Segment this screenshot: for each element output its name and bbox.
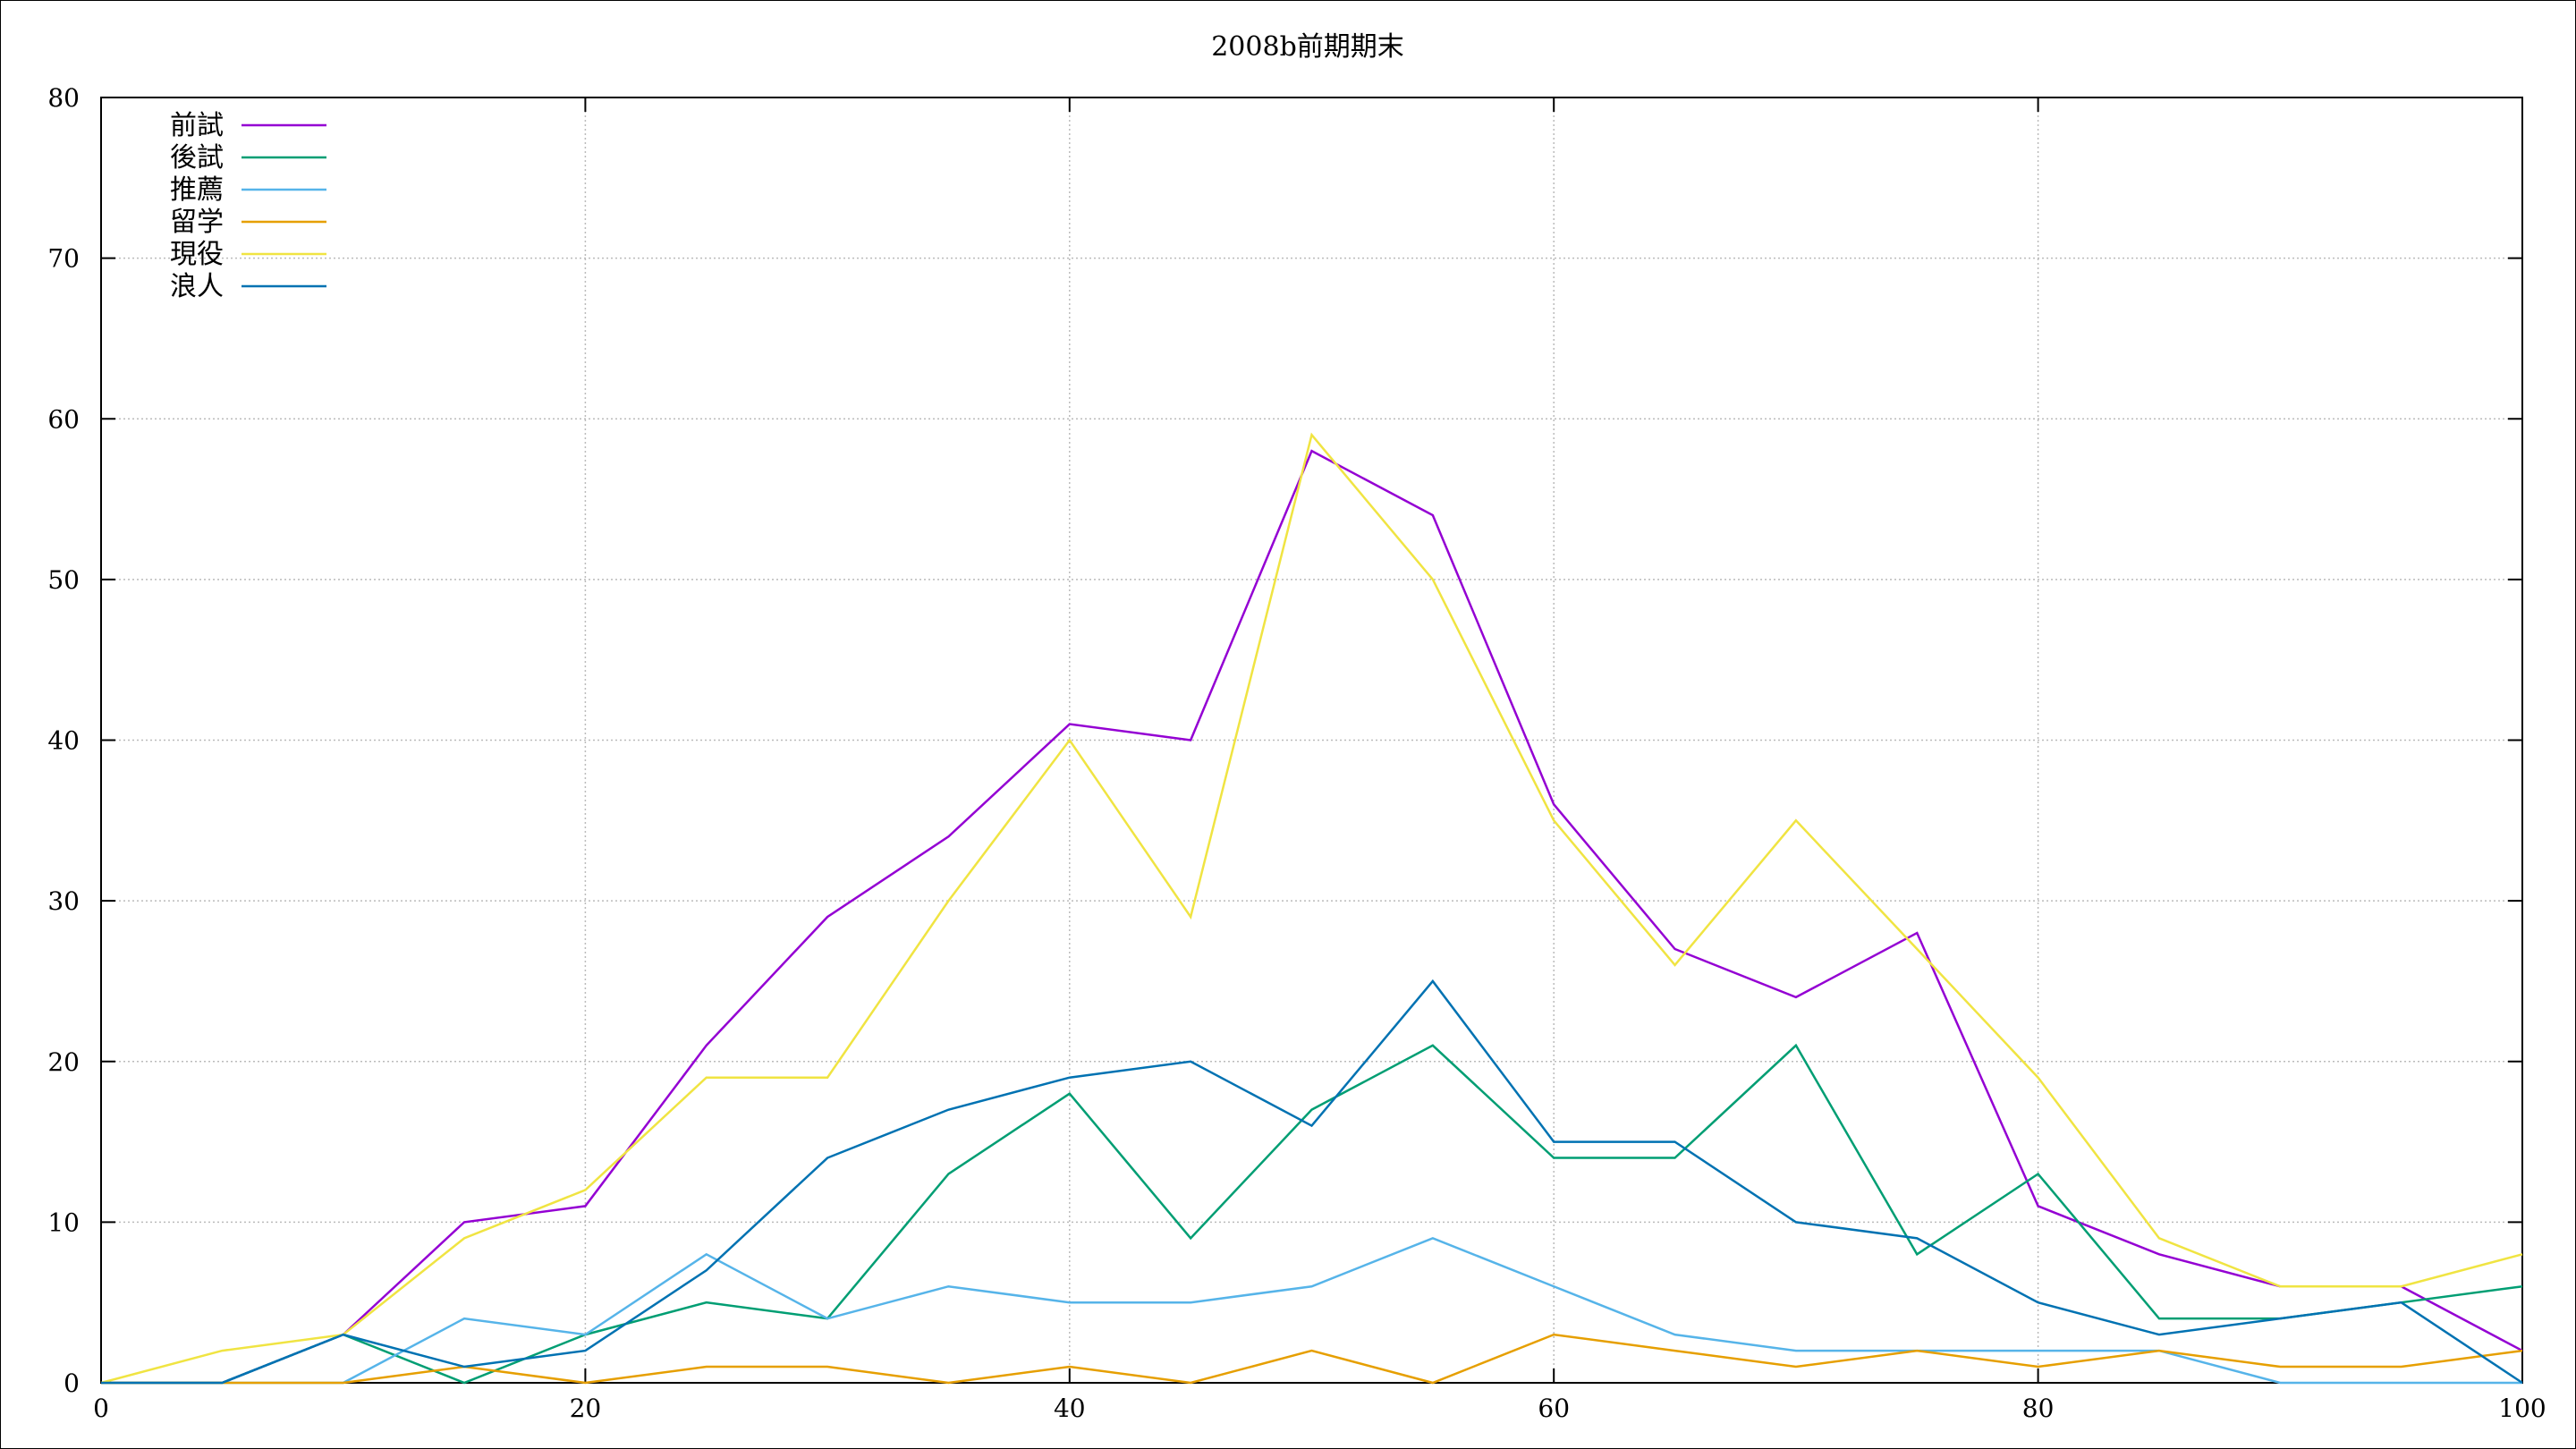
data-series [100,432,2523,1385]
y-tick-label: 0 [64,1368,80,1398]
series-line-1 [101,449,2523,1385]
series-line-2 [101,1043,2523,1385]
x-tick-label: 0 [93,1394,109,1423]
legend-label: 前試 [170,110,224,141]
y-tick-label: 20 [47,1047,80,1077]
x-tick-label: 100 [2498,1394,2546,1423]
legend-label: 後試 [170,142,224,174]
chart-title: 2008b前期期末 [1211,31,1404,63]
series-line-6 [101,979,2523,1385]
series-line-4 [101,1333,2523,1385]
legend-label: 浪人 [170,271,224,302]
x-tick-label: 20 [570,1394,602,1423]
x-tick-label: 40 [1054,1394,1086,1423]
y-tick-label: 80 [47,83,80,113]
y-tick-label: 50 [47,565,80,595]
x-tick-label: 80 [2022,1394,2055,1423]
y-tick-label: 70 [47,244,80,274]
y-tick-label: 30 [47,886,80,916]
y-tick-label: 40 [47,726,80,756]
x-tick-label: 60 [1538,1394,1570,1423]
axes: 0 10 20 30 40 50 60 70 80 0 20 40 60 80 100 [47,83,2546,1423]
legend-label: 推薦 [170,174,224,206]
y-tick-label: 10 [47,1208,80,1237]
series-line-3 [101,1236,2522,1385]
grid-lines [101,97,2522,1383]
legend-label: 留学 [170,207,224,238]
y-tick-label: 60 [47,404,80,434]
series-line-5 [100,432,2523,1385]
legend-label: 現役 [170,239,224,270]
